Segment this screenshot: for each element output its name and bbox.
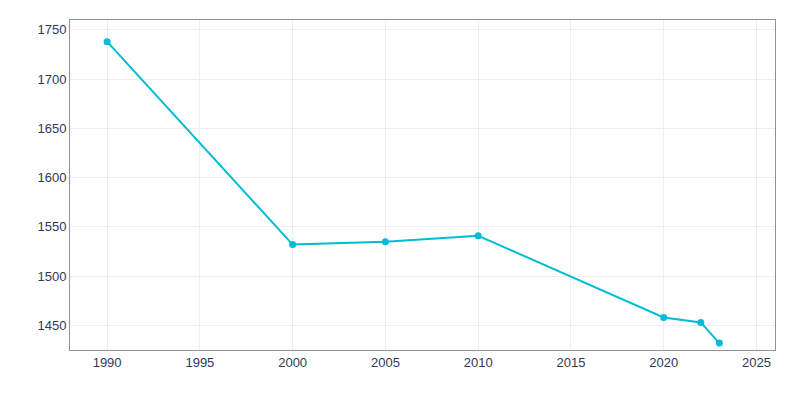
- svg-text:1600: 1600: [37, 170, 66, 185]
- svg-text:2025: 2025: [742, 355, 771, 370]
- svg-text:1450: 1450: [37, 318, 66, 333]
- svg-text:2010: 2010: [464, 355, 493, 370]
- svg-text:1750: 1750: [37, 22, 66, 37]
- svg-text:1550: 1550: [37, 219, 66, 234]
- svg-text:1700: 1700: [37, 72, 66, 87]
- svg-text:1990: 1990: [93, 355, 122, 370]
- svg-text:2000: 2000: [278, 355, 307, 370]
- svg-text:2020: 2020: [649, 355, 678, 370]
- svg-text:1500: 1500: [37, 269, 66, 284]
- svg-text:1650: 1650: [37, 121, 66, 136]
- svg-text:2005: 2005: [371, 355, 400, 370]
- svg-text:2015: 2015: [556, 355, 585, 370]
- svg-text:1995: 1995: [185, 355, 214, 370]
